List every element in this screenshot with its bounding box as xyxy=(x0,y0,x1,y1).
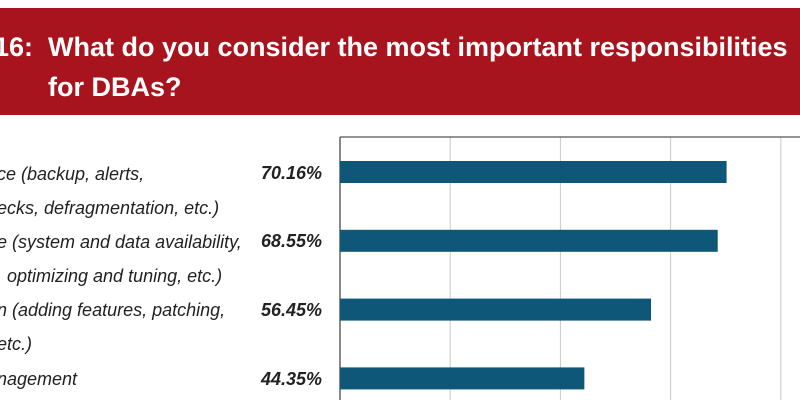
bar-3 xyxy=(340,298,652,321)
category-label-2-line-2: , optimizing and tuning, etc.) xyxy=(0,266,223,286)
category-label-3: n (adding features, patching, etc.) xyxy=(0,293,252,361)
category-label-4-line-1: nagement xyxy=(0,369,78,389)
bar-4 xyxy=(340,367,585,390)
value-label-1: 70.16% xyxy=(260,163,322,183)
value-label-3: 56.45% xyxy=(260,300,322,320)
question-title-line-2: for DBAs? xyxy=(48,72,182,102)
category-label-1-line-1: ce (backup, alerts, xyxy=(0,164,145,184)
category-label-1-line-2: ecks, defragmentation, etc.) xyxy=(0,198,220,218)
question-number: 16: xyxy=(0,32,34,62)
category-label-2: e (system and data availability, , optim… xyxy=(0,225,252,293)
title-banner: 16: What do you consider the most import… xyxy=(0,8,800,115)
category-label-3-line-2: etc.) xyxy=(0,334,33,354)
bar-2 xyxy=(340,229,718,252)
category-label-4: nagement xyxy=(0,362,252,396)
value-label-4: 44.35% xyxy=(260,369,322,389)
category-label-1: ce (backup, alerts, ecks, defragmentatio… xyxy=(0,157,252,225)
question-title-line-1: What do you consider the most important … xyxy=(48,32,788,62)
value-label-2: 68.55% xyxy=(260,231,322,251)
category-label-3-line-1: n (adding features, patching, xyxy=(0,300,226,320)
bar-1 xyxy=(340,161,727,183)
category-label-2-line-1: e (system and data availability, xyxy=(0,232,242,252)
